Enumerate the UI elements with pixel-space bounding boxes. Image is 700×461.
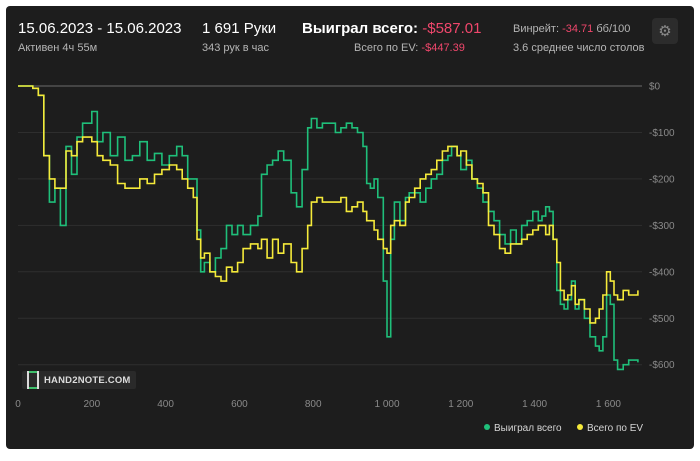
ev-total: Всего по EV: -$447.39 bbox=[354, 42, 465, 54]
hands-per-hour: 343 рук в час bbox=[202, 42, 270, 54]
x-tick-label: 1 200 bbox=[448, 399, 473, 410]
hand2note-logo: HAND2NOTE.COM bbox=[22, 371, 136, 389]
legend-ev[interactable]: Всего по EV bbox=[577, 423, 643, 434]
active-duration: Активен 4ч 55м bbox=[18, 42, 98, 54]
y-tick-label: -$400 bbox=[649, 267, 675, 278]
y-tick-label: -$300 bbox=[649, 221, 675, 232]
gear-icon: ⚙ bbox=[658, 23, 672, 40]
won-total-value: -$587.01 bbox=[422, 20, 482, 37]
won-total-label: Выиграл всего: bbox=[302, 20, 419, 37]
y-tick-label: -$100 bbox=[649, 128, 675, 139]
hands-count: 1 691 Руки bbox=[202, 20, 277, 37]
x-tick-label: 1 600 bbox=[596, 399, 621, 410]
won-total: Выиграл всего: -$587.01 bbox=[302, 20, 481, 37]
legend-won[interactable]: Выиграл всего bbox=[484, 423, 562, 434]
hand2note-logo-mark bbox=[27, 371, 39, 389]
logo-text: HAND2NOTE.COM bbox=[44, 374, 131, 386]
x-tick-label: 200 bbox=[83, 399, 100, 410]
x-tick-label: 1 000 bbox=[374, 399, 399, 410]
y-tick-label: -$600 bbox=[649, 360, 675, 371]
x-tick-label: 400 bbox=[157, 399, 174, 410]
settings-button[interactable]: ⚙ bbox=[652, 18, 678, 44]
winrate-unit: бб/100 bbox=[596, 23, 631, 35]
date-range: 15.06.2023 - 15.06.2023 bbox=[18, 20, 182, 37]
y-tick-label: -$200 bbox=[649, 174, 675, 185]
legend-ev-label: Всего по EV bbox=[587, 423, 644, 434]
x-tick-label: 800 bbox=[305, 399, 322, 410]
ev-total-value: -$447.39 bbox=[421, 42, 465, 54]
avg-tables: 3.6 среднее число столов bbox=[513, 42, 645, 54]
x-tick-label: 600 bbox=[231, 399, 248, 410]
series-line-ev bbox=[18, 85, 639, 324]
x-tick-label: 1 400 bbox=[522, 399, 547, 410]
winrate-label: Винрейт: bbox=[513, 23, 560, 35]
y-tick-label: -$500 bbox=[649, 314, 675, 325]
ev-total-label: Всего по EV: bbox=[354, 42, 419, 54]
winrate-value: -34.71 bbox=[562, 23, 594, 35]
y-tick-label: $0 bbox=[649, 82, 661, 93]
x-tick-label: 0 bbox=[15, 399, 21, 410]
legend-won-label: Выиграл всего bbox=[494, 423, 562, 434]
legend-won-swatch bbox=[484, 424, 490, 430]
legend-ev-swatch bbox=[577, 424, 583, 430]
winrate: Винрейт: -34.71 бб/100 bbox=[513, 23, 630, 35]
